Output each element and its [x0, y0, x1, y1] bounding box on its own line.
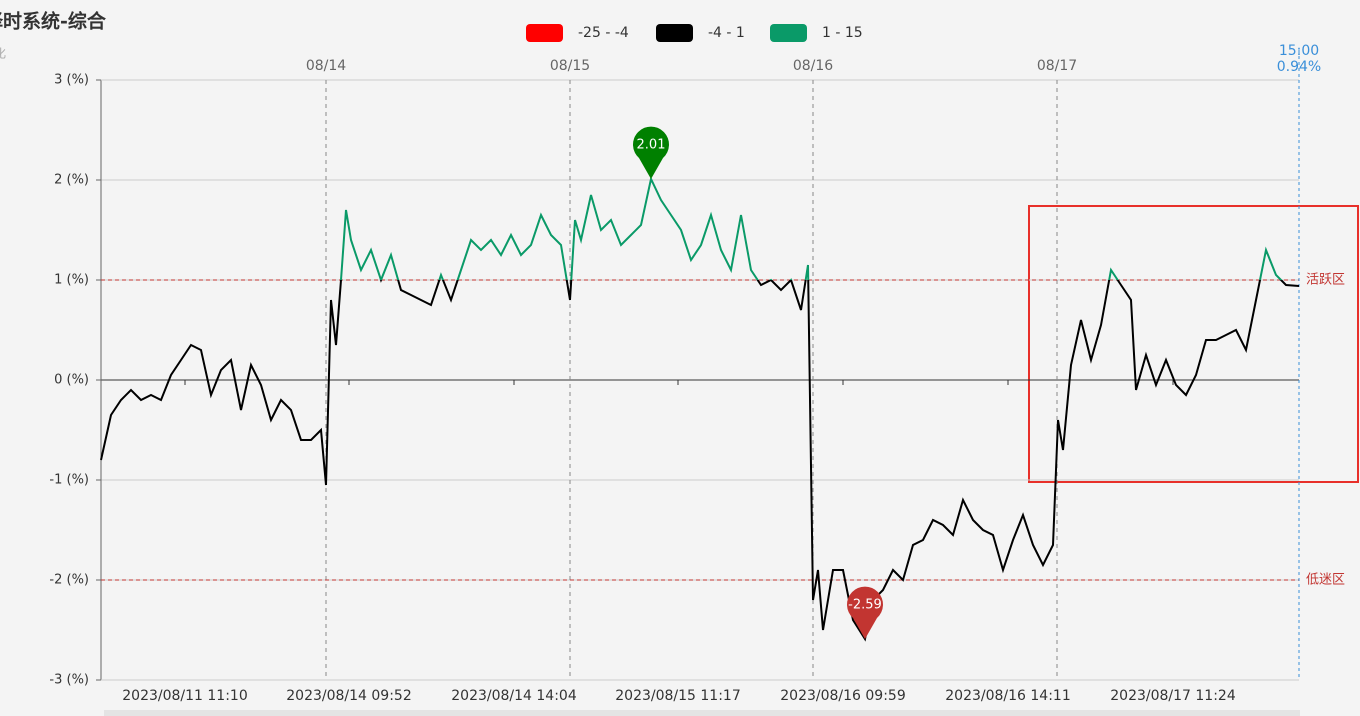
day-label: 08/17	[1037, 58, 1077, 74]
x-tick-label: 2023/08/15 11:17	[615, 688, 741, 704]
series-line	[100, 175, 1300, 642]
legend-label: -4 - 1	[708, 25, 745, 41]
max-pin-label: 2.01	[637, 138, 666, 153]
y-tick-label: -3 (%)	[49, 673, 89, 688]
chart-title: 择时系统-综合	[0, 10, 107, 33]
min-pin-label: -2.59	[848, 598, 882, 613]
legend-label: 1 - 15	[822, 25, 863, 41]
end-time: 15:00	[1279, 43, 1319, 59]
x-tick-label: 2023/08/14 09:52	[286, 688, 412, 704]
x-tick-label: 2023/08/11 11:10	[122, 688, 248, 704]
legend-swatch	[770, 24, 807, 42]
y-tick-label: 0 (%)	[54, 373, 89, 388]
day-label: 08/15	[550, 58, 590, 74]
y-tick-label: -2 (%)	[49, 573, 89, 588]
y-tick-label: 3 (%)	[54, 73, 89, 88]
y-tick-label: 2 (%)	[54, 173, 89, 188]
day-label: 08/14	[306, 58, 346, 74]
chart-subtitle: 化	[0, 47, 6, 61]
day-label: 08/16	[793, 58, 833, 74]
end-value: 0.94%	[1277, 59, 1321, 75]
highlight-box	[1028, 205, 1359, 483]
legend-swatch	[656, 24, 693, 42]
y-tick-label: 1 (%)	[54, 273, 89, 288]
mark-line-label: 活跃区	[1306, 273, 1345, 288]
mark-line-label: 低迷区	[1306, 573, 1345, 588]
x-tick-label: 2023/08/14 14:04	[451, 688, 577, 704]
x-tick-label: 2023/08/17 11:24	[1110, 688, 1236, 704]
y-tick-label: -1 (%)	[49, 473, 89, 488]
scrollbar[interactable]	[104, 710, 1300, 716]
legend-swatch	[526, 24, 563, 42]
x-tick-label: 2023/08/16 14:11	[945, 688, 1071, 704]
legend-label: -25 - -4	[578, 25, 629, 41]
min-pin	[847, 586, 884, 639]
x-tick-label: 2023/08/16 09:59	[780, 688, 906, 704]
max-pin	[633, 126, 669, 179]
